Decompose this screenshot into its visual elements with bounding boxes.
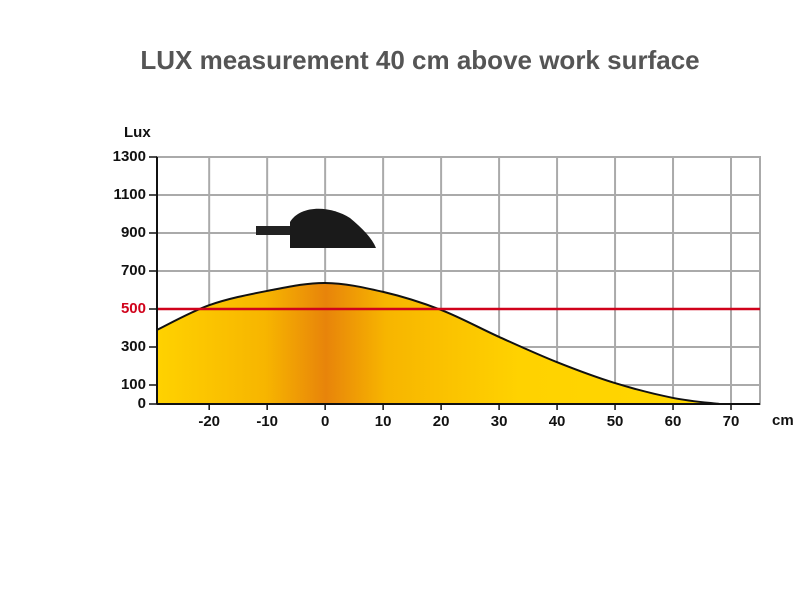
y-axis-label: Lux — [124, 124, 151, 141]
plot — [156, 281, 760, 405]
y-tick-label: 1100 — [113, 186, 146, 203]
y-tick-label: 1300 — [113, 148, 146, 165]
y-tick-label: 100 — [121, 376, 146, 393]
x-tick-label: 20 — [433, 413, 450, 430]
x-tick-label: 0 — [321, 413, 329, 430]
x-tick-label: -10 — [256, 413, 278, 430]
y-tick-label: 700 — [121, 262, 146, 279]
x-tick-label: 60 — [665, 413, 682, 430]
axes: 0 100 300 500 700 900 1100 1300 -20 -10 0 10 20 30 40 5… — [113, 148, 760, 430]
x-tick-label: 40 — [549, 413, 566, 430]
y-tick-label: 900 — [121, 224, 146, 241]
x-tick-label: -20 — [198, 413, 220, 430]
y-tick-label: 300 — [121, 338, 146, 355]
area-fill — [157, 282, 720, 404]
x-tick-label: 70 — [723, 413, 740, 430]
y-tick-label: 500 — [121, 300, 146, 317]
x-tick-label: 50 — [607, 413, 624, 430]
x-tick-label: 30 — [491, 413, 508, 430]
chart-title: LUX measurement 40 cm above work surface — [140, 45, 699, 75]
lamp-icon — [256, 208, 376, 248]
x-tick-label: 10 — [375, 413, 392, 430]
x-axis-label: cm — [772, 412, 794, 429]
y-tick-label: 0 — [138, 395, 146, 412]
